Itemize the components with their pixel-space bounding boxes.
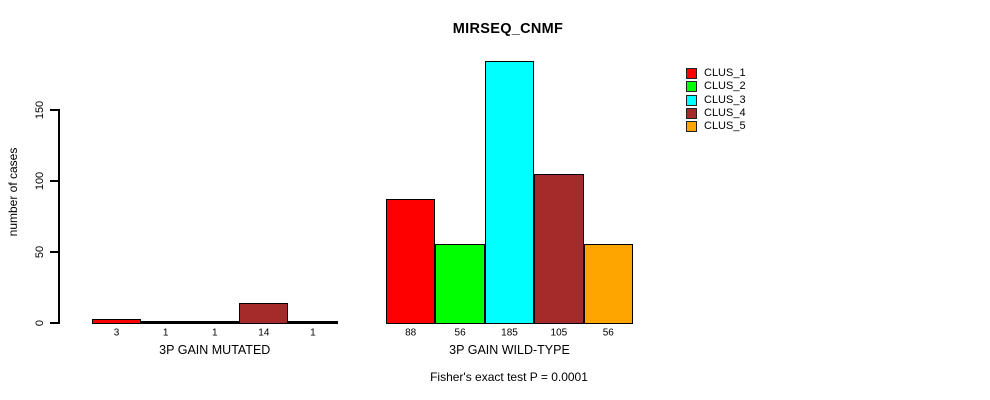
- bar-value-label: 56: [454, 327, 466, 338]
- y-axis-label: number of cases: [6, 147, 20, 237]
- legend-label: CLUS_1: [704, 67, 746, 80]
- bar-value-label: 56: [602, 327, 614, 338]
- legend-item: CLUS_1: [686, 67, 746, 80]
- bar-clus_3: [484, 61, 535, 324]
- y-tick-mark: [50, 109, 58, 112]
- legend: CLUS_1 CLUS_2 CLUS_3 CLUS_4 CLUS_5: [686, 67, 746, 133]
- legend-item: CLUS_3: [686, 94, 746, 107]
- y-tick-label: 50: [34, 245, 46, 258]
- bar-clus_3: [190, 322, 240, 324]
- group-axis-label: 3P GAIN MUTATED: [159, 343, 271, 357]
- bar-value-label: 1: [310, 327, 316, 338]
- y-tick-label: 150: [34, 101, 46, 120]
- bar-clus_4: [239, 303, 289, 324]
- legend-item: CLUS_4: [686, 107, 746, 120]
- bar-clus_5: [583, 244, 633, 324]
- legend-label: CLUS_4: [704, 107, 746, 120]
- y-tick-label: 0: [34, 319, 46, 326]
- bar-value-label: 88: [405, 327, 417, 338]
- group-axis-label: 3P GAIN WILD-TYPE: [449, 343, 570, 357]
- bar-value-label: 105: [550, 327, 568, 338]
- legend-swatch-clus_3: [686, 94, 697, 106]
- bar-value-label: 185: [501, 327, 518, 338]
- bar-clus_2: [435, 244, 485, 324]
- y-tick-mark: [50, 250, 58, 253]
- bar-clus_1: [92, 319, 142, 324]
- legend-label: CLUS_5: [704, 120, 746, 133]
- y-tick-mark: [50, 180, 58, 183]
- fisher-test-note: Fisher's exact test P = 0.0001: [430, 370, 588, 384]
- bar-value-label: 14: [258, 327, 270, 338]
- bar-clus_4: [534, 174, 584, 324]
- y-axis-line: [58, 109, 60, 324]
- legend-label: CLUS_2: [704, 80, 746, 93]
- legend-swatch-clus_4: [686, 108, 697, 120]
- bar-clus_2: [141, 322, 191, 324]
- bar-value-label: 1: [211, 327, 218, 338]
- bar-value-label: 1: [162, 327, 169, 338]
- legend-swatch-clus_1: [686, 68, 697, 80]
- legend-item: CLUS_2: [686, 80, 746, 93]
- y-tick-label: 100: [34, 171, 46, 191]
- legend-swatch-clus_2: [686, 81, 697, 93]
- legend-swatch-clus_5: [686, 121, 697, 133]
- bar-clus_1: [386, 199, 436, 324]
- legend-label: CLUS_3: [704, 93, 746, 106]
- y-tick-mark: [50, 321, 58, 324]
- bar-value-label: 3: [113, 327, 120, 338]
- legend-item: CLUS_5: [686, 120, 746, 133]
- chart-title: MIRSEQ_CNMF: [452, 21, 564, 37]
- bar-clus_5: [288, 322, 338, 324]
